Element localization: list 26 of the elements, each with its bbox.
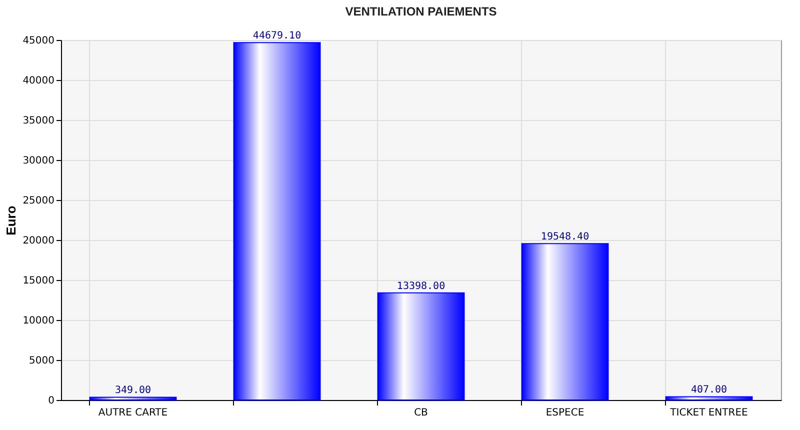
bar: [233, 42, 321, 400]
y-tick-label: 5000: [29, 356, 54, 366]
chart-title: VENTILATION PAIEMENTS: [345, 4, 497, 19]
y-tick-label: 25000: [22, 196, 54, 206]
x-tick-label: AUTRE CARTE: [98, 408, 168, 418]
y-tick-label: 15000: [22, 276, 54, 286]
y-tick-label: 35000: [22, 116, 54, 126]
x-tick-label: TICKET ENTREE: [669, 408, 748, 418]
data-label: 13398.00: [396, 280, 446, 292]
data-label: 349.00: [114, 385, 152, 396]
bar: [665, 396, 753, 400]
bar: [377, 292, 465, 400]
data-label: 407.00: [690, 384, 728, 396]
x-tick-label: ESPECE: [546, 408, 584, 418]
x-tick-label: CB: [414, 408, 428, 418]
y-tick-label: 0: [48, 396, 54, 406]
bar: [89, 396, 177, 400]
data-label: 44679.10: [252, 30, 302, 42]
y-tick-label: 20000: [22, 236, 54, 246]
y-tick-label: 40000: [22, 76, 54, 86]
bar: [521, 243, 609, 400]
data-label: 19548.40: [540, 232, 590, 243]
y-axis-title: Euro: [4, 206, 19, 236]
y-tick-label: 10000: [22, 316, 54, 326]
y-tick-label: 30000: [22, 156, 54, 166]
y-tick-label: 45000: [22, 36, 54, 46]
